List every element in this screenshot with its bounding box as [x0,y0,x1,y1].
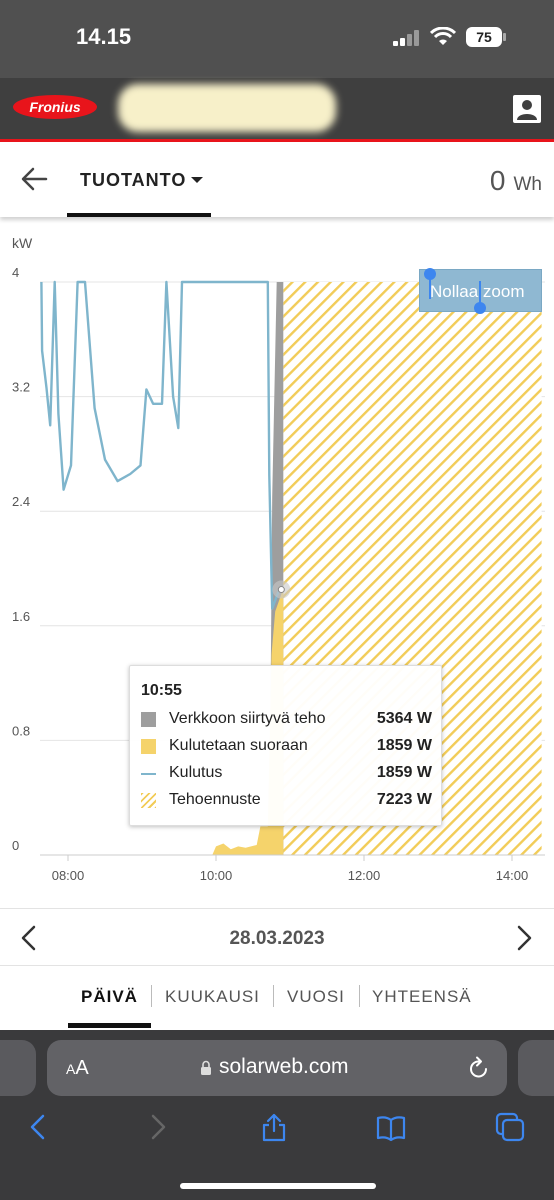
tooltip-label: Tehoennuste [169,791,261,808]
y-tick-label: 1.6 [12,609,30,624]
tooltip-time: 10:55 [141,682,182,699]
tooltip-label: Verkkoon siirtyvä teho [169,710,326,727]
view-dropdown-label[interactable]: TUOTANTO [80,170,187,190]
battery-icon: 75 [466,27,506,47]
date-navigator: 28.03.2023 [0,908,554,966]
tab-total[interactable]: YHTEENSÄ [372,987,472,1006]
y-tick-label: 4 [12,265,19,280]
tab-separator [273,985,274,1007]
x-tick-label: 10:00 [200,868,233,883]
chevron-down-icon[interactable] [191,177,203,183]
y-tick-label: 0 [12,838,19,853]
redacted-system-name [118,84,336,132]
power-chart[interactable]: 4 3.2 2.4 1.6 0.8 0 kW 08:00 10:00 12:00 14:00 Nol… [0,220,554,908]
chevron-right-icon[interactable] [513,925,535,951]
home-indicator [180,1183,376,1189]
legend-swatch [141,793,156,808]
tooltip-row: Kulutetaan suoraan 1859 W [130,736,443,758]
x-tick-label: 12:00 [348,868,381,883]
lock-icon [201,1060,211,1075]
tooltip-row: Kulutus 1859 W [130,763,443,785]
tab-month[interactable]: KUUKAUSI [165,987,260,1006]
tooltip-value: 7223 W [376,791,432,808]
period-tabs: PÄIVÄ KUUKAUSI VUOSI YHTEENSÄ [0,967,554,1030]
back-arrow-icon[interactable] [20,165,48,193]
forward-icon[interactable] [142,1112,172,1142]
battery-level: 75 [476,29,492,45]
fronius-logo[interactable]: Fronius [12,94,98,120]
selection-start-handle[interactable] [424,268,436,280]
share-icon[interactable] [259,1112,289,1142]
selection-end-handle[interactable] [474,302,486,314]
legend-swatch [141,773,156,775]
x-tick-label: 08:00 [52,868,85,883]
clock: 14.15 [76,24,132,49]
hover-point [277,586,285,594]
consumption-line [40,280,284,610]
active-tab-indicator [68,1023,151,1028]
tabs-icon[interactable] [495,1112,525,1142]
tooltip-value: 1859 W [376,737,432,754]
energy-total: 0 Wh [490,165,542,197]
tab-separator [359,985,360,1007]
app-header: Fronius [0,78,554,142]
tooltip-label: Kulutetaan suoraan [169,737,308,754]
y-tick-label: 3.2 [12,380,30,395]
active-tab-indicator [67,213,211,217]
browser-toolbar: AA solarweb.com [0,1030,554,1200]
url-text[interactable]: solarweb.com [219,1055,349,1078]
selection-start-cursor [429,277,431,299]
y-tick-label: 2.4 [12,494,30,509]
tab-year[interactable]: VUOSI [287,987,345,1006]
y-axis-label: kW [12,235,33,251]
tooltip-value: 1859 W [376,764,432,781]
selection-end-cursor [479,281,481,303]
tooltip-value: 5364 W [376,710,432,727]
view-header: TUOTANTO 0 Wh [0,145,554,217]
chart-tooltip: 10:55 Verkkoon siirtyvä teho 5364 W Kulu… [129,665,442,826]
previous-tab-preview[interactable] [0,1040,36,1096]
legend-swatch [141,712,156,727]
tab-day[interactable]: PÄIVÄ [81,987,138,1006]
chevron-left-icon[interactable] [18,925,40,951]
energy-unit: Wh [513,174,543,195]
back-icon[interactable] [24,1112,54,1142]
y-tick-label: 0.8 [12,723,30,738]
tab-separator [151,985,152,1007]
x-tick-label: 14:00 [496,868,529,883]
current-date[interactable]: 28.03.2023 [229,928,325,949]
brand-text: Fronius [29,99,81,115]
tooltip-label: Kulutus [169,764,223,781]
cellular-signal-icon [393,30,419,46]
status-bar: 14.15 75 [0,0,554,78]
legend-swatch [141,739,156,754]
reset-zoom-label: Nollaa zoom [430,282,525,301]
energy-value: 0 [489,165,506,196]
reader-text-size-button[interactable]: AA [66,1057,89,1079]
tooltip-row: Verkkoon siirtyvä teho 5364 W [130,709,443,731]
user-profile-icon[interactable] [512,94,542,124]
bookmarks-icon[interactable] [376,1112,406,1142]
wifi-icon [430,27,456,45]
tooltip-row: Tehoennuste 7223 W [130,790,443,812]
reload-icon[interactable] [468,1056,490,1080]
address-bar[interactable]: AA solarweb.com [47,1040,507,1096]
next-tab-preview[interactable] [518,1040,554,1096]
direct-consumption-area [212,588,284,855]
